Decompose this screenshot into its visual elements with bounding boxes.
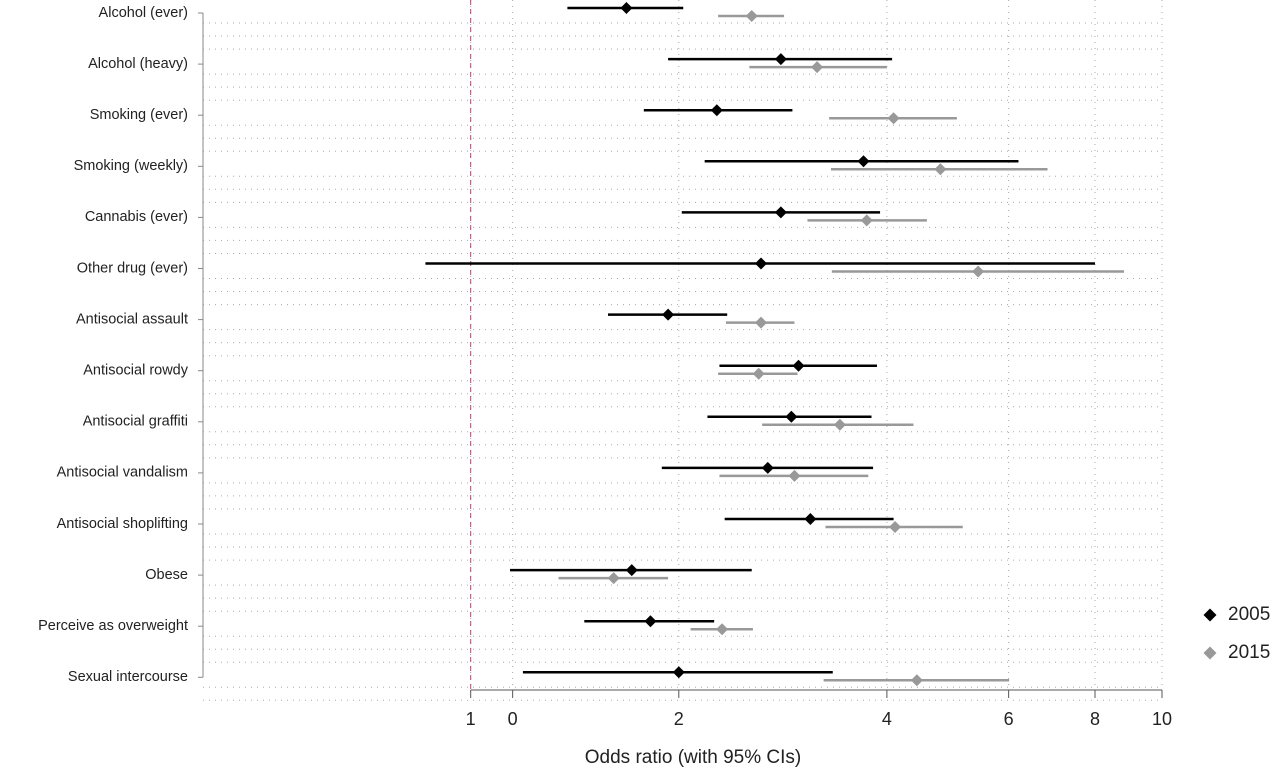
point-estimate (716, 623, 729, 636)
point-estimate (804, 513, 817, 525)
point-estimate (811, 61, 824, 74)
x-tick-label: 4 (882, 709, 892, 729)
point-estimate (774, 53, 787, 66)
point-estimate (792, 359, 805, 372)
point-estimate (672, 666, 685, 679)
y-tick-label: Smoking (ever) (90, 107, 188, 123)
y-tick-label: Antisocial vandalism (57, 465, 188, 481)
x-tick-label: 1 (466, 709, 476, 729)
point-estimate (752, 367, 765, 380)
y-tick-label: Alcohol (ever) (99, 5, 188, 21)
point-estimate (889, 521, 902, 533)
y-tick-label: Obese (145, 567, 188, 583)
point-estimate (934, 163, 947, 176)
point-estimate (774, 206, 787, 219)
point-estimate (755, 257, 768, 270)
point-estimate (607, 572, 620, 585)
y-tick-label: Cannabis (ever) (85, 209, 188, 225)
x-tick-label: 0 (508, 709, 518, 729)
point-estimate (857, 155, 870, 168)
x-axis-label: Odds ratio (with 95% CIs) (585, 747, 801, 768)
point-estimate (620, 2, 633, 14)
legend-marker (1203, 646, 1217, 660)
x-tick-label: 10 (1152, 709, 1172, 729)
y-tick-label: Antisocial assault (76, 311, 188, 327)
point-estimate (761, 461, 774, 474)
point-estimate (833, 418, 846, 431)
x-tick-label: 6 (1004, 709, 1014, 729)
y-tick-label: Antisocial graffiti (83, 414, 188, 430)
point-estimate (910, 674, 923, 687)
point-estimate (788, 469, 801, 482)
y-tick-label: Sexual intercourse (68, 669, 188, 685)
y-tick-label: Perceive as overweight (38, 618, 188, 634)
point-estimate (755, 316, 768, 329)
point-estimate (625, 564, 638, 577)
y-tick-label: Smoking (weekly) (74, 158, 188, 174)
point-estimate (972, 265, 985, 278)
point-estimate (745, 10, 758, 22)
point-estimate (710, 104, 723, 117)
y-tick-label: Antisocial shoplifting (57, 516, 188, 532)
legend-label: 2005 (1228, 604, 1270, 625)
y-tick-label: Alcohol (heavy) (88, 56, 188, 72)
legend-label: 2015 (1228, 642, 1270, 663)
y-tick-label: Antisocial rowdy (83, 363, 189, 379)
x-tick-label: 2 (674, 709, 684, 729)
point-estimate (860, 214, 873, 227)
point-estimate (887, 112, 900, 125)
point-estimate (662, 308, 675, 321)
x-tick-label: 8 (1090, 709, 1100, 729)
legend-marker (1203, 608, 1217, 622)
y-tick-label: Other drug (ever) (77, 260, 188, 276)
point-estimate (644, 615, 657, 628)
point-estimate (785, 410, 798, 423)
